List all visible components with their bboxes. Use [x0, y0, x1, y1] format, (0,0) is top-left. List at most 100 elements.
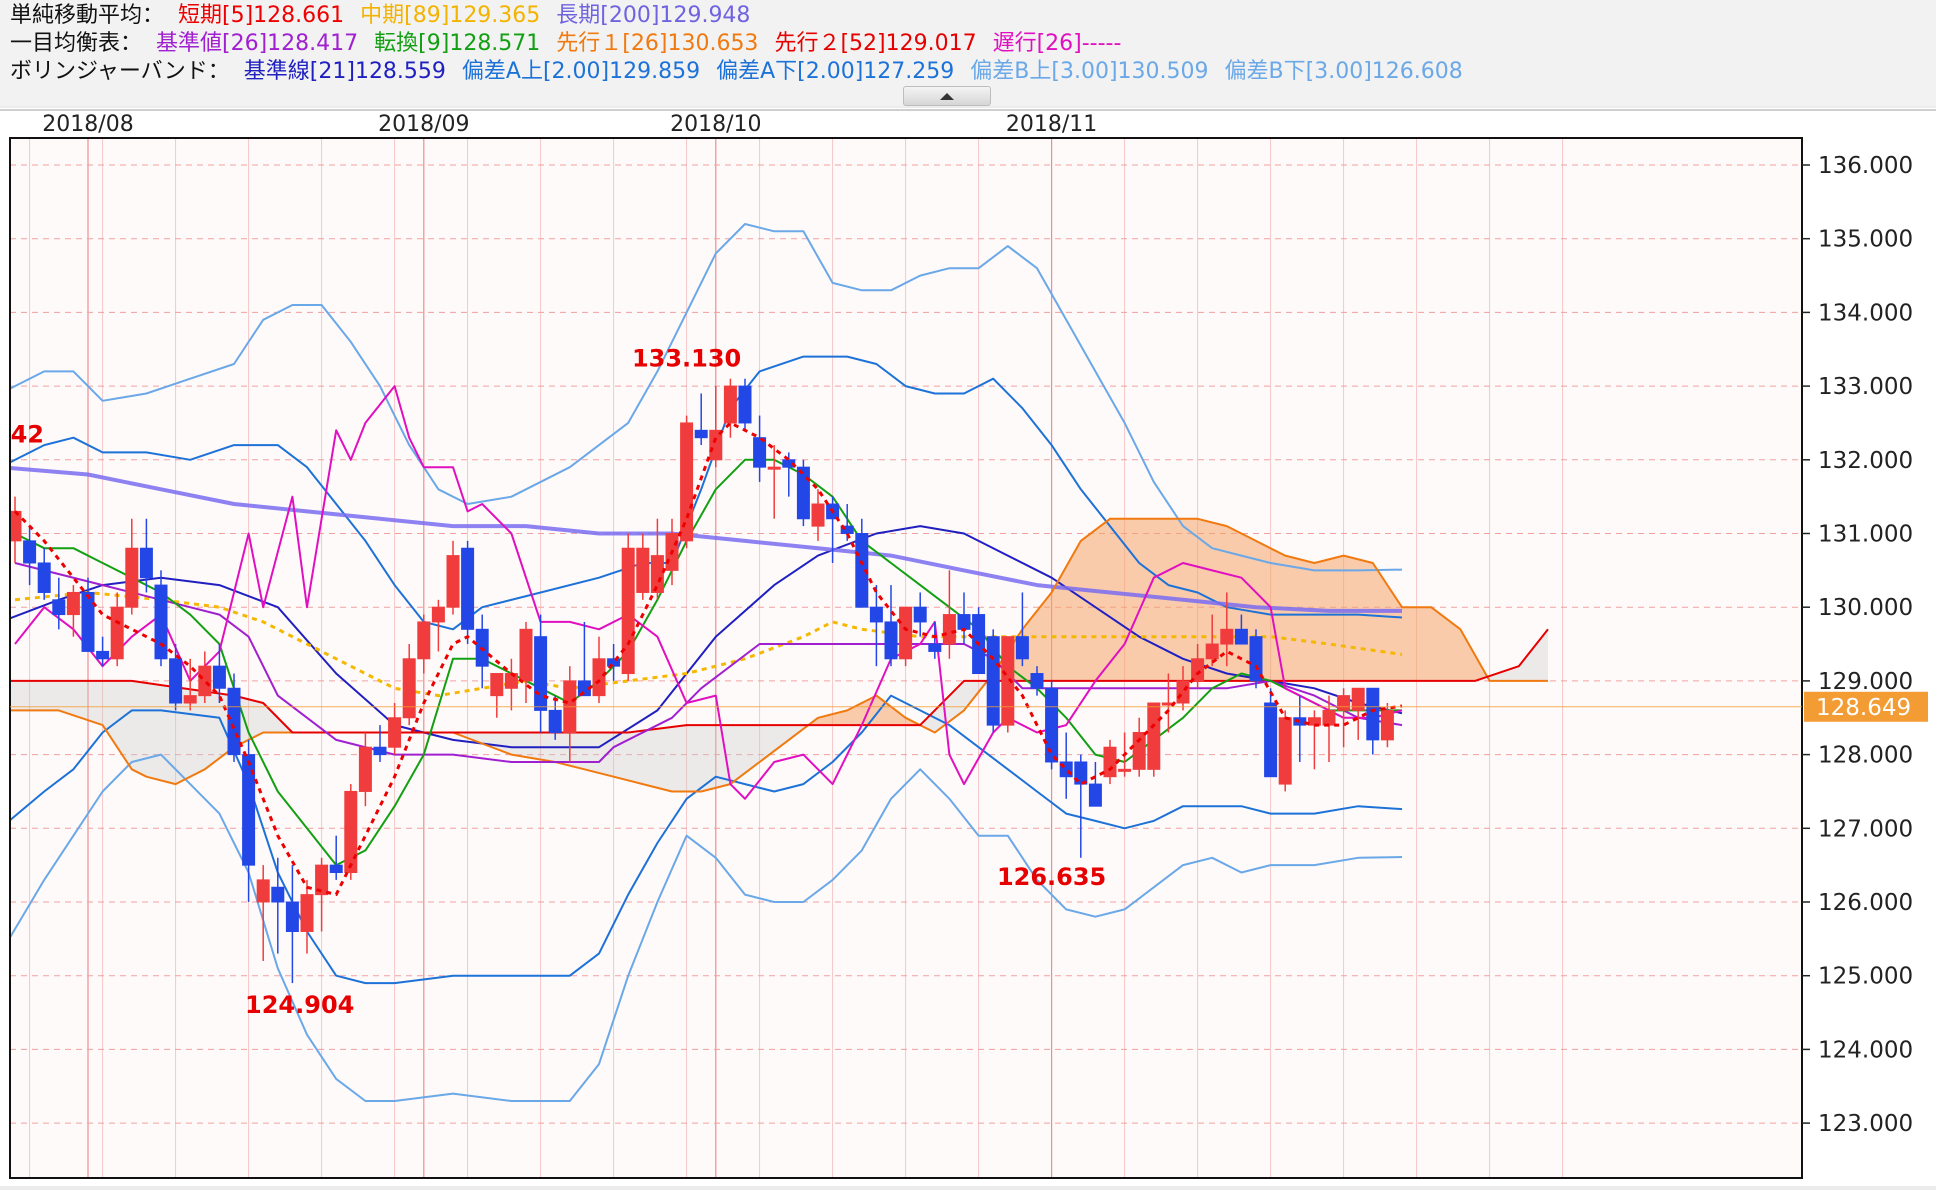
legend-label-bollinger: ボリンジャーバンド：: [10, 59, 230, 84]
kumo-cloud-bull: [810, 695, 921, 726]
legend-row-ichimoku: 一目均衡表： 基準値[26]128.417 転換[9]128.571 先行１[26]1…: [10, 31, 1137, 57]
candle-body: [1191, 658, 1205, 682]
y-tick-label: 136.000: [1818, 153, 1913, 179]
legend-item-sma-2: 長期[200]129.948: [556, 3, 751, 28]
candle-body: [1264, 702, 1278, 778]
candle-body: [869, 606, 883, 623]
y-tick-label: 134.000: [1818, 300, 1913, 326]
legend-item-bollinger-2: 偏差A下[2.00]127.259: [716, 59, 955, 84]
y-tick-label: 130.000: [1818, 595, 1913, 621]
candle-body: [1015, 636, 1029, 660]
y-tick-label: 126.000: [1818, 890, 1913, 916]
candle-body: [1351, 687, 1365, 711]
candle-body: [738, 385, 752, 424]
candle-body: [1278, 717, 1292, 785]
y-tick-label: 129.000: [1818, 669, 1913, 695]
legend-label-ichimoku: 一目均衡表：: [10, 31, 143, 56]
candle-body: [636, 547, 650, 593]
candle-body: [1132, 731, 1146, 770]
kumo-cloud-bull: [989, 518, 1486, 681]
line-senkou1: [10, 517, 1548, 793]
line-bb-b-up: [10, 223, 1403, 572]
candle-body: [227, 687, 241, 756]
candle-body: [592, 658, 606, 697]
candle-body: [723, 385, 737, 424]
candle-body: [942, 614, 956, 645]
candle-body: [884, 621, 898, 660]
collapse-legend-button[interactable]: [903, 86, 991, 106]
candle-body: [504, 673, 518, 689]
candle-body: [855, 533, 869, 608]
legend-item-bollinger-3: 偏差B上[3.00]130.509: [970, 59, 1209, 84]
price-annotation: 133.130: [632, 345, 741, 373]
candle-body: [1030, 673, 1044, 689]
candle-body: [1103, 746, 1117, 778]
legend-item-ichimoku-2: 先行１[26]130.653: [556, 31, 759, 56]
line-kijun: [14, 562, 1403, 763]
candle-body: [957, 614, 971, 630]
y-tick-label: 133.000: [1818, 374, 1913, 400]
candle-body: [1337, 695, 1351, 711]
candle-body: [388, 717, 402, 748]
candle-body: [315, 864, 329, 896]
chevron-up-icon: [940, 93, 954, 100]
candle-body: [198, 665, 212, 697]
candle-body: [461, 547, 475, 630]
candle-body: [37, 562, 51, 593]
candle-body: [753, 437, 767, 468]
candle-body: [782, 459, 796, 468]
y-tick-label: 127.000: [1818, 816, 1913, 842]
x-month-label: 2018/10: [670, 112, 761, 137]
candle-body: [344, 790, 358, 874]
candle-body: [928, 643, 942, 652]
legend-item-ichimoku-4: 遅行[26]-----: [992, 31, 1122, 56]
candle-body: [329, 864, 343, 874]
y-tick-label: 124.000: [1818, 1037, 1913, 1063]
candle-body: [899, 606, 913, 660]
candle-body: [1147, 702, 1161, 770]
candle-body: [300, 894, 314, 932]
candle-body: [694, 429, 708, 439]
candle-body: [519, 628, 533, 682]
chart-canvas[interactable]: 124.904 133.130 126.635 42 2018/08 2018/09 201…: [0, 108, 1936, 1190]
candle-body: [840, 525, 854, 535]
x-month-label: 2018/09: [378, 112, 469, 137]
x-month-label: 2018/08: [42, 112, 133, 137]
y-tick-label: 123.000: [1818, 1111, 1913, 1137]
candle-body: [154, 584, 168, 660]
candle-body: [534, 636, 548, 711]
candle-body: [1205, 643, 1219, 660]
indicator-legend: 単純移動平均： 短期[5]128.661 中期[89]129.365 長期[200]1…: [0, 0, 1936, 106]
current-price-label: 128.649: [1816, 695, 1911, 721]
candle-body: [373, 746, 387, 756]
candle-body: [621, 547, 635, 675]
legend-item-sma-1: 中期[89]129.365: [360, 3, 541, 28]
legend-item-ichimoku-1: 転換[9]128.571: [374, 31, 541, 56]
candle-body: [125, 547, 139, 608]
legend-item-bollinger-4: 偏差B下[3.00]126.608: [1224, 59, 1463, 84]
candle-body: [358, 746, 372, 792]
y-tick-label: 125.000: [1818, 964, 1913, 990]
candle-body: [110, 606, 124, 660]
y-tick-label: 131.000: [1818, 522, 1913, 548]
candle-body: [256, 879, 270, 903]
price-annotation: 126.635: [997, 863, 1106, 891]
candle-body: [1074, 761, 1088, 785]
candle-body: [1366, 687, 1380, 741]
price-chart[interactable]: 124.904 133.130 126.635 42 2018/08 2018/09 201…: [0, 108, 1936, 1190]
candle-body: [548, 709, 562, 733]
legend-row-sma: 単純移動平均： 短期[5]128.661 中期[89]129.365 長期[200]1…: [10, 3, 766, 29]
candle-body: [1118, 768, 1132, 772]
candle-body: [96, 650, 110, 660]
candle-body: [796, 466, 810, 520]
legend-item-ichimoku-3: 先行２[52]129.017: [774, 31, 977, 56]
y-axis-area: [1802, 138, 1930, 1178]
candle-body: [23, 540, 37, 564]
legend-item-bollinger-1: 偏差A上[2.00]129.859: [461, 59, 701, 84]
candle-body: [1322, 709, 1336, 726]
candle-body: [139, 547, 153, 579]
candle-body: [767, 466, 781, 470]
candle-body: [913, 606, 927, 623]
candle-body: [811, 503, 825, 527]
candle-body: [285, 901, 299, 932]
